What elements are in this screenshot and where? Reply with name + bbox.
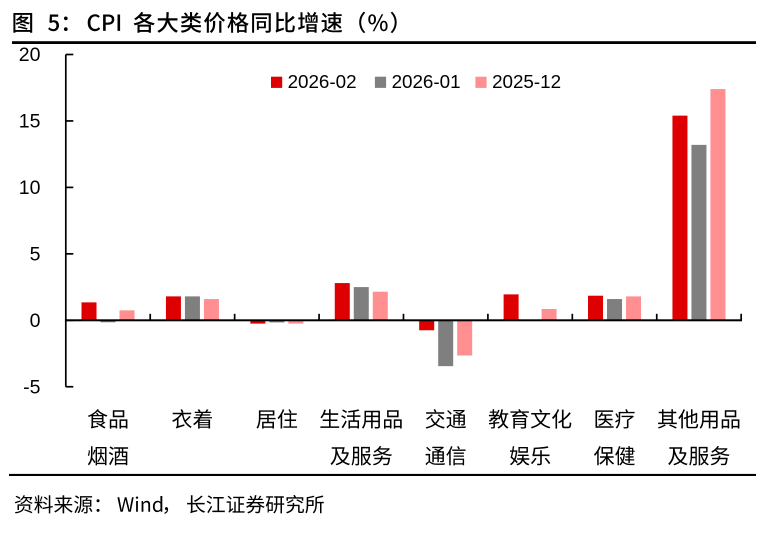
svg-text:10: 10 (19, 177, 41, 199)
svg-text:0: 0 (30, 310, 41, 332)
svg-text:-5: -5 (23, 376, 40, 398)
svg-text:2026-02: 2026-02 (288, 71, 357, 92)
svg-text:5: 5 (30, 244, 41, 266)
svg-text:15: 15 (19, 111, 41, 133)
svg-text:2026-01: 2026-01 (392, 71, 461, 92)
svg-text:2025-12: 2025-12 (492, 71, 561, 92)
svg-text:20: 20 (19, 44, 41, 66)
